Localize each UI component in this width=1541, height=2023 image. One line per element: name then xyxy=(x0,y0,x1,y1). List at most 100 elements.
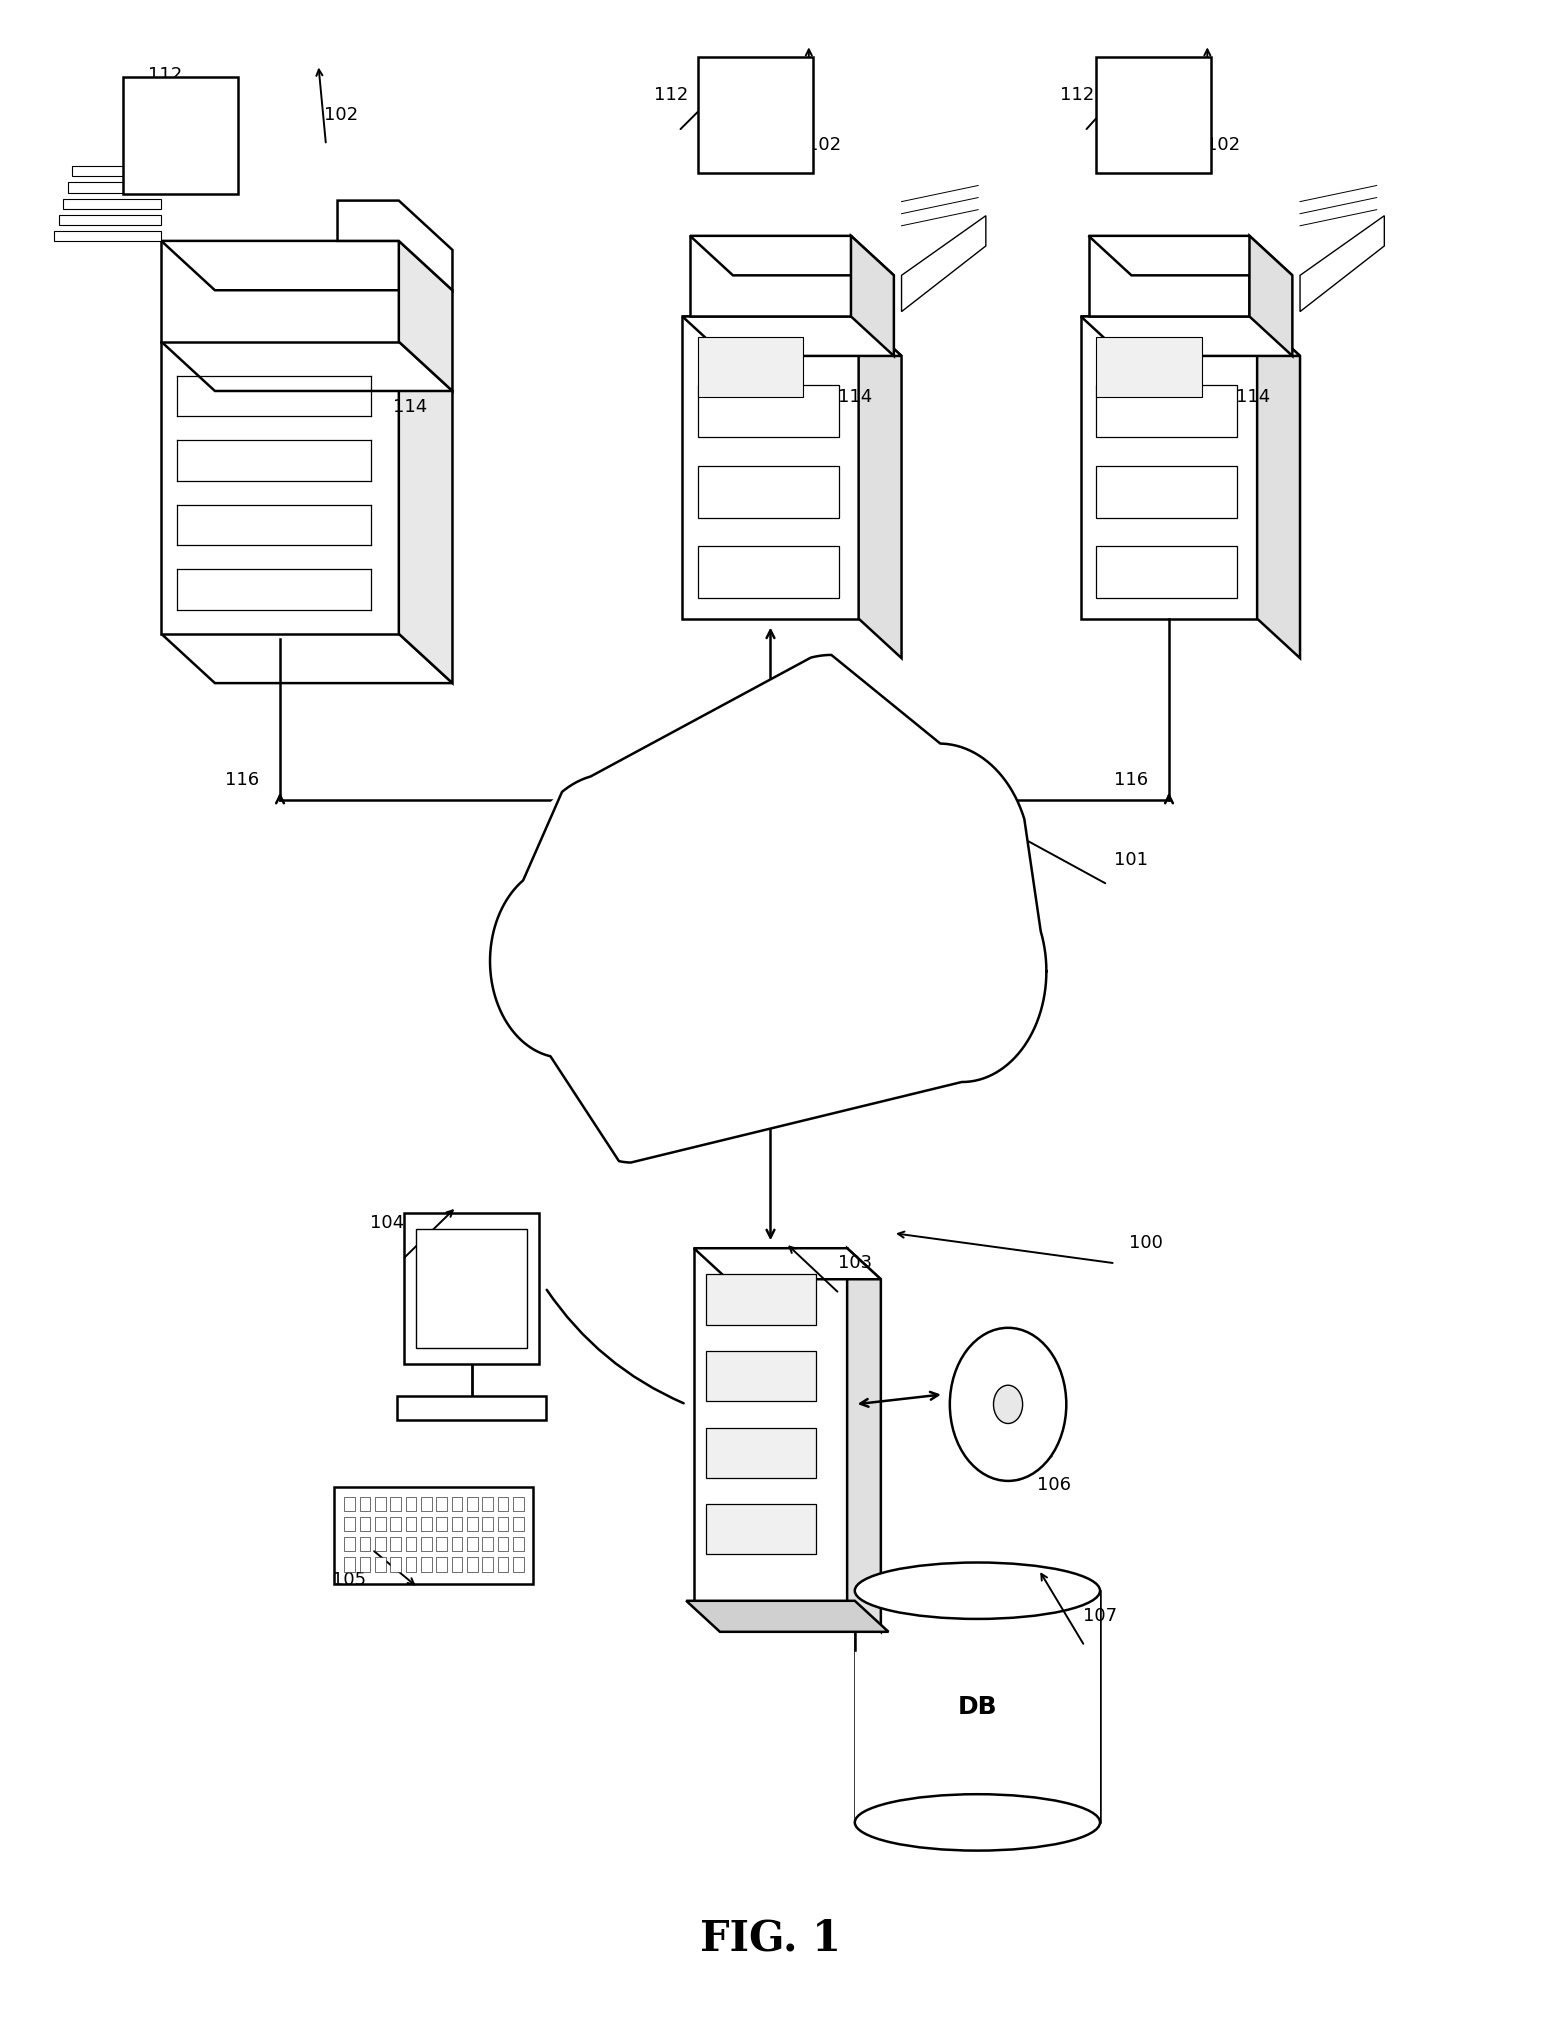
Polygon shape xyxy=(901,216,986,312)
Circle shape xyxy=(848,744,1031,985)
Bar xyxy=(498,1537,509,1552)
Bar xyxy=(1096,465,1237,518)
Bar xyxy=(513,1558,524,1572)
Bar xyxy=(390,1537,401,1552)
Bar xyxy=(390,1517,401,1531)
Polygon shape xyxy=(683,316,901,356)
Bar xyxy=(404,1214,539,1364)
Polygon shape xyxy=(162,342,399,633)
Text: 116: 116 xyxy=(700,771,734,789)
Circle shape xyxy=(660,987,820,1198)
Text: 104: 104 xyxy=(370,1214,404,1232)
Polygon shape xyxy=(63,198,162,208)
Polygon shape xyxy=(858,316,901,657)
Polygon shape xyxy=(1088,237,1250,316)
Text: 102: 102 xyxy=(1205,136,1239,154)
Polygon shape xyxy=(337,200,453,289)
Ellipse shape xyxy=(855,1794,1100,1851)
Bar xyxy=(698,57,812,174)
Polygon shape xyxy=(1080,316,1301,356)
Text: 107: 107 xyxy=(1083,1606,1117,1624)
Polygon shape xyxy=(68,182,162,192)
Bar xyxy=(374,1517,385,1531)
Bar xyxy=(482,1537,493,1552)
Polygon shape xyxy=(693,1248,881,1279)
Text: NETWORK: NETWORK xyxy=(707,910,834,931)
Polygon shape xyxy=(399,342,453,684)
Text: 114: 114 xyxy=(838,388,872,407)
Text: FIG. 1: FIG. 1 xyxy=(700,1918,841,1958)
Circle shape xyxy=(724,655,938,937)
Bar xyxy=(467,1517,478,1531)
Circle shape xyxy=(783,967,942,1177)
Bar xyxy=(421,1558,431,1572)
Bar xyxy=(513,1517,524,1531)
Polygon shape xyxy=(162,241,453,289)
Circle shape xyxy=(490,864,636,1058)
Bar xyxy=(706,1428,817,1479)
Bar xyxy=(706,1274,817,1325)
Bar xyxy=(693,1248,848,1600)
Bar xyxy=(359,1537,370,1552)
Bar xyxy=(359,1517,370,1531)
Bar xyxy=(416,1230,527,1347)
Bar xyxy=(436,1497,447,1511)
Bar xyxy=(513,1497,524,1511)
Bar xyxy=(498,1517,509,1531)
Bar xyxy=(405,1558,416,1572)
Bar xyxy=(345,1558,354,1572)
Polygon shape xyxy=(399,241,453,390)
Circle shape xyxy=(949,1327,1066,1481)
Bar xyxy=(334,1487,533,1584)
Bar xyxy=(421,1537,431,1552)
Bar xyxy=(452,1558,462,1572)
Text: 112: 112 xyxy=(148,65,182,83)
Bar xyxy=(498,1558,509,1572)
Bar xyxy=(1096,336,1202,397)
Circle shape xyxy=(521,773,698,1007)
Bar xyxy=(452,1537,462,1552)
Polygon shape xyxy=(683,316,858,619)
Bar xyxy=(706,1351,817,1402)
Text: 106: 106 xyxy=(1037,1477,1071,1493)
Polygon shape xyxy=(162,633,453,684)
Bar xyxy=(345,1517,354,1531)
Bar xyxy=(390,1558,401,1572)
Polygon shape xyxy=(162,342,453,390)
Bar xyxy=(359,1497,370,1511)
Text: 101: 101 xyxy=(1114,852,1148,870)
Bar xyxy=(467,1497,478,1511)
Text: 100: 100 xyxy=(1130,1234,1163,1252)
Bar xyxy=(1096,384,1237,437)
Bar xyxy=(467,1537,478,1552)
Text: 102: 102 xyxy=(807,136,841,154)
Polygon shape xyxy=(851,237,894,356)
Ellipse shape xyxy=(855,1562,1100,1618)
Bar xyxy=(421,1517,431,1531)
Bar xyxy=(482,1517,493,1531)
Text: 105: 105 xyxy=(331,1570,367,1588)
Text: UI: UI xyxy=(744,105,766,125)
Circle shape xyxy=(878,860,1046,1082)
Polygon shape xyxy=(54,231,162,241)
Polygon shape xyxy=(848,1248,881,1633)
Text: 112: 112 xyxy=(1060,85,1094,103)
Bar xyxy=(345,1497,354,1511)
Bar xyxy=(374,1497,385,1511)
Bar xyxy=(436,1517,447,1531)
Bar xyxy=(698,336,803,397)
Polygon shape xyxy=(1088,237,1293,275)
Bar xyxy=(482,1497,493,1511)
Bar xyxy=(405,1537,416,1552)
Bar xyxy=(374,1537,385,1552)
Polygon shape xyxy=(1301,216,1384,312)
Circle shape xyxy=(994,1386,1023,1424)
Bar xyxy=(706,1503,817,1554)
Bar xyxy=(436,1558,447,1572)
Bar xyxy=(1096,57,1211,174)
Text: UI: UI xyxy=(170,125,193,144)
Polygon shape xyxy=(72,166,162,176)
Text: 102: 102 xyxy=(324,105,359,123)
Bar xyxy=(513,1537,524,1552)
Text: 103: 103 xyxy=(838,1254,872,1272)
